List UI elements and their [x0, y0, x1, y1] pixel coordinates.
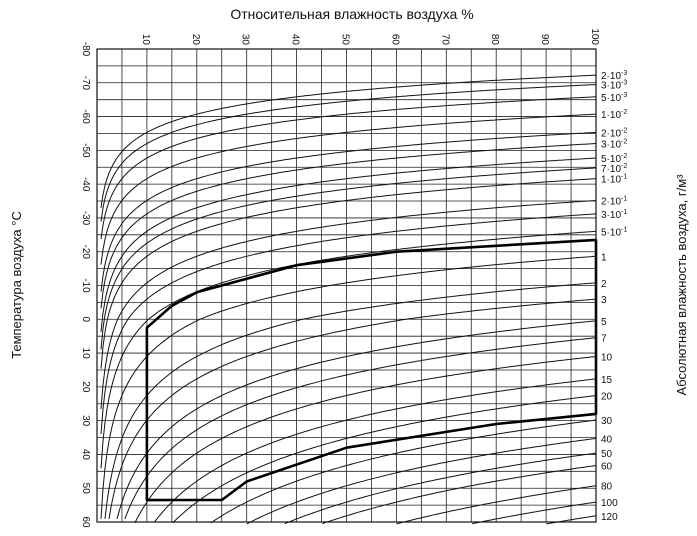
- x-tick-label: 40: [290, 34, 301, 46]
- x-tick-labels: 10 20 30 40 50 60 70 80 90 100: [140, 28, 600, 45]
- humidity-curve: [100, 230, 597, 469]
- abs-humidity-label: 5: [601, 317, 607, 328]
- y-axis-title: Температура воздуха °C: [9, 211, 24, 359]
- abs-humidity-label: 100: [601, 498, 618, 509]
- humidity-curves: [100, 74, 597, 525]
- humidity-curve: [322, 465, 597, 525]
- humidity-curve: [104, 282, 597, 519]
- humidity-curve: [100, 74, 597, 208]
- abs-humidity-label: 3·10-1: [601, 209, 627, 221]
- abs-humidity-label: 30: [601, 416, 613, 427]
- y-tick-label: -70: [80, 76, 91, 91]
- abs-humidity-label: 3·10-2: [601, 139, 627, 151]
- y-tick-label: -80: [80, 42, 91, 57]
- abs-humidity-label: 7: [601, 334, 607, 345]
- y-tick-label: 40: [80, 449, 91, 461]
- y-tick-label: -10: [80, 278, 91, 293]
- abs-humidity-label: 2: [601, 279, 607, 290]
- abs-humidity-label: 5·10-2: [601, 153, 627, 165]
- humidity-curve: [116, 320, 597, 520]
- humidity-curve: [108, 298, 597, 519]
- abs-humidity-label: 50: [601, 449, 613, 460]
- abs-humidity-label: 60: [601, 462, 613, 473]
- x-tick-label: 20: [190, 34, 201, 46]
- abs-humidity-label: 40: [601, 434, 613, 445]
- humidity-curve: [100, 143, 597, 309]
- y-tick-label: 20: [80, 381, 91, 393]
- humidity-curve: [210, 419, 597, 524]
- y-tick-label: -60: [80, 109, 91, 124]
- abs-humidity-label: 5·10-3: [601, 92, 627, 104]
- abs-humidity-label: 2·10-3: [601, 70, 627, 82]
- humidity-curve: [396, 485, 597, 525]
- abs-humidity-label: 20: [601, 392, 613, 403]
- abs-humidity-label: 3: [601, 295, 607, 306]
- x-tick-label: 80: [489, 34, 500, 46]
- abs-humidity-label: 15: [601, 375, 613, 386]
- abs-humidity-label: 3·10-3: [601, 80, 627, 92]
- plot-frame: [96, 48, 597, 523]
- abs-humidity-label: 120: [601, 512, 618, 523]
- y-tick-label: -30: [80, 211, 91, 226]
- abs-humidity-label: 80: [601, 482, 613, 493]
- humidity-curve: [100, 131, 597, 292]
- y-tick-label: -50: [80, 143, 91, 158]
- x-tick-label: 30: [240, 34, 251, 46]
- humidity-curve: [124, 337, 597, 520]
- y2-axis-title: Абсолютная влажность воздуха, г/м³: [674, 174, 689, 396]
- humidity-curve: [284, 452, 597, 525]
- y-tick-label: 60: [80, 516, 91, 528]
- y-tick-label: -40: [80, 177, 91, 192]
- humidity-curve: [172, 395, 597, 524]
- x-tick-label: 90: [539, 34, 550, 46]
- y-tick-labels: -80 -70 -60 -50 -40 -30 -20 -10 0 10 20 30 40 50 60: [80, 42, 91, 528]
- y-tick-label: 0: [80, 317, 91, 323]
- abs-humidity-label: 1: [601, 252, 607, 263]
- humidity-curve: [100, 96, 597, 240]
- x-tick-label: 60: [389, 34, 400, 46]
- humidity-curve: [100, 213, 597, 435]
- humidity-curve: [100, 200, 597, 409]
- y-tick-label: 50: [80, 483, 91, 495]
- abs-humidity-label: 2·10-2: [601, 127, 627, 139]
- abs-humidity-label: 1·10-1: [601, 174, 627, 186]
- y-tick-label: 10: [80, 348, 91, 360]
- x-tick-label: 10: [140, 34, 151, 46]
- humidity-curve: [100, 178, 597, 369]
- abs-humidity-label: 2·10-1: [601, 195, 627, 207]
- humidity-curve: [134, 356, 597, 524]
- x-tick-label: 100: [589, 28, 600, 45]
- x-axis-title: Относительная влажность воздуха %: [230, 6, 473, 22]
- abs-humidity-label: 10: [601, 352, 613, 363]
- humidity-curve: [100, 167, 597, 350]
- x-tick-label: 50: [340, 34, 351, 46]
- abs-humidity-label: 7·10-2: [601, 163, 627, 175]
- humidity-curve: [246, 437, 597, 525]
- chart-grid: [97, 49, 596, 522]
- humidity-curve: [472, 501, 597, 525]
- y-tick-label: -20: [80, 244, 91, 259]
- humidity-curve: [100, 84, 597, 222]
- abs-humidity-label: 5·10-1: [601, 226, 627, 238]
- abs-humidity-label: 1·10-2: [601, 109, 627, 121]
- y-tick-label: 30: [80, 415, 91, 427]
- humidity-curve: [100, 113, 597, 265]
- humidity-curve: [154, 378, 597, 522]
- humidity-curve: [100, 255, 597, 519]
- humidity-curve: [100, 157, 597, 332]
- absolute-humidity-labels: 2·10-33·10-35·10-3 1·10-2 2·10-23·10-2 5·10…: [601, 70, 627, 523]
- x-tick-label: 70: [439, 34, 450, 46]
